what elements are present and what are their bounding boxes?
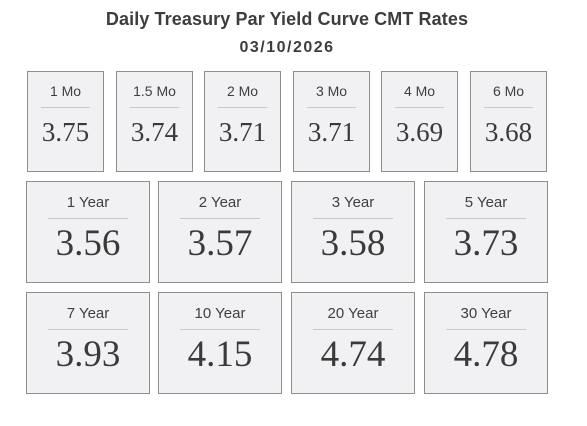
rate-tile-6-mo: 6 Mo 3.68 xyxy=(470,71,547,172)
yield-value: 3.71 xyxy=(218,117,267,147)
rate-tile-10-year: 10 Year 4.15 xyxy=(158,292,282,394)
divider xyxy=(41,107,90,108)
rate-tile-3-mo: 3 Mo 3.71 xyxy=(293,71,370,172)
maturity-label: 2 Year xyxy=(198,194,242,211)
maturity-label: 2 Mo xyxy=(226,83,259,99)
maturity-label: 3 Mo xyxy=(315,83,348,99)
maturity-label: 5 Year xyxy=(464,194,508,211)
maturity-label: 1 Mo xyxy=(49,83,82,99)
rate-tile-7-year: 7 Year 3.93 xyxy=(26,292,150,394)
divider xyxy=(446,218,526,219)
yield-value: 4.78 xyxy=(453,334,519,375)
divider xyxy=(307,107,356,108)
yield-value: 3.93 xyxy=(55,334,121,375)
maturity-label: 3 Year xyxy=(331,194,375,211)
divider xyxy=(484,107,533,108)
yield-value: 3.57 xyxy=(187,223,253,264)
divider xyxy=(313,218,393,219)
divider xyxy=(180,329,260,330)
page-title: Daily Treasury Par Yield Curve CMT Rates xyxy=(105,9,469,29)
divider xyxy=(48,218,128,219)
rate-tile-1-5-mo: 1.5 Mo 3.74 xyxy=(116,71,193,172)
divider xyxy=(446,329,526,330)
yield-value: 3.56 xyxy=(55,223,121,264)
rate-tile-3-year: 3 Year 3.58 xyxy=(291,181,415,283)
rate-tile-2-mo: 2 Mo 3.71 xyxy=(204,71,281,172)
rate-tile-30-year: 30 Year 4.78 xyxy=(424,292,548,394)
yield-value: 3.73 xyxy=(453,223,519,264)
maturity-label: 20 Year xyxy=(327,305,379,322)
rate-tile-20-year: 20 Year 4.74 xyxy=(291,292,415,394)
maturity-label: 4 Mo xyxy=(403,83,436,99)
yield-value: 3.69 xyxy=(395,117,444,147)
rate-date: 03/10/2026 xyxy=(239,39,335,56)
maturity-label: 30 Year xyxy=(460,305,512,322)
divider xyxy=(130,107,179,108)
maturity-label: 6 Mo xyxy=(492,83,525,99)
divider xyxy=(180,218,260,219)
yield-value: 4.74 xyxy=(320,334,386,375)
divider xyxy=(218,107,267,108)
maturity-label: 1 Year xyxy=(66,194,110,211)
yield-value: 3.71 xyxy=(307,117,356,147)
yield-value: 3.74 xyxy=(130,117,179,147)
maturity-label: 7 Year xyxy=(66,305,110,322)
yield-value: 3.75 xyxy=(41,117,90,147)
rate-tile-1-mo: 1 Mo 3.75 xyxy=(27,71,104,172)
yield-value: 3.58 xyxy=(320,223,386,264)
divider xyxy=(48,329,128,330)
maturity-label: 1.5 Mo xyxy=(133,83,176,99)
rate-tile-1-year: 1 Year 3.56 xyxy=(26,181,150,283)
divider xyxy=(313,329,393,330)
rate-tile-2-year: 2 Year 3.57 xyxy=(158,181,282,283)
yield-value: 3.68 xyxy=(484,117,533,147)
rate-tile-4-mo: 4 Mo 3.69 xyxy=(381,71,458,172)
maturity-label: 10 Year xyxy=(194,305,246,322)
divider xyxy=(395,107,444,108)
rate-tile-5-year: 5 Year 3.73 xyxy=(424,181,548,283)
yield-value: 4.15 xyxy=(187,334,253,375)
